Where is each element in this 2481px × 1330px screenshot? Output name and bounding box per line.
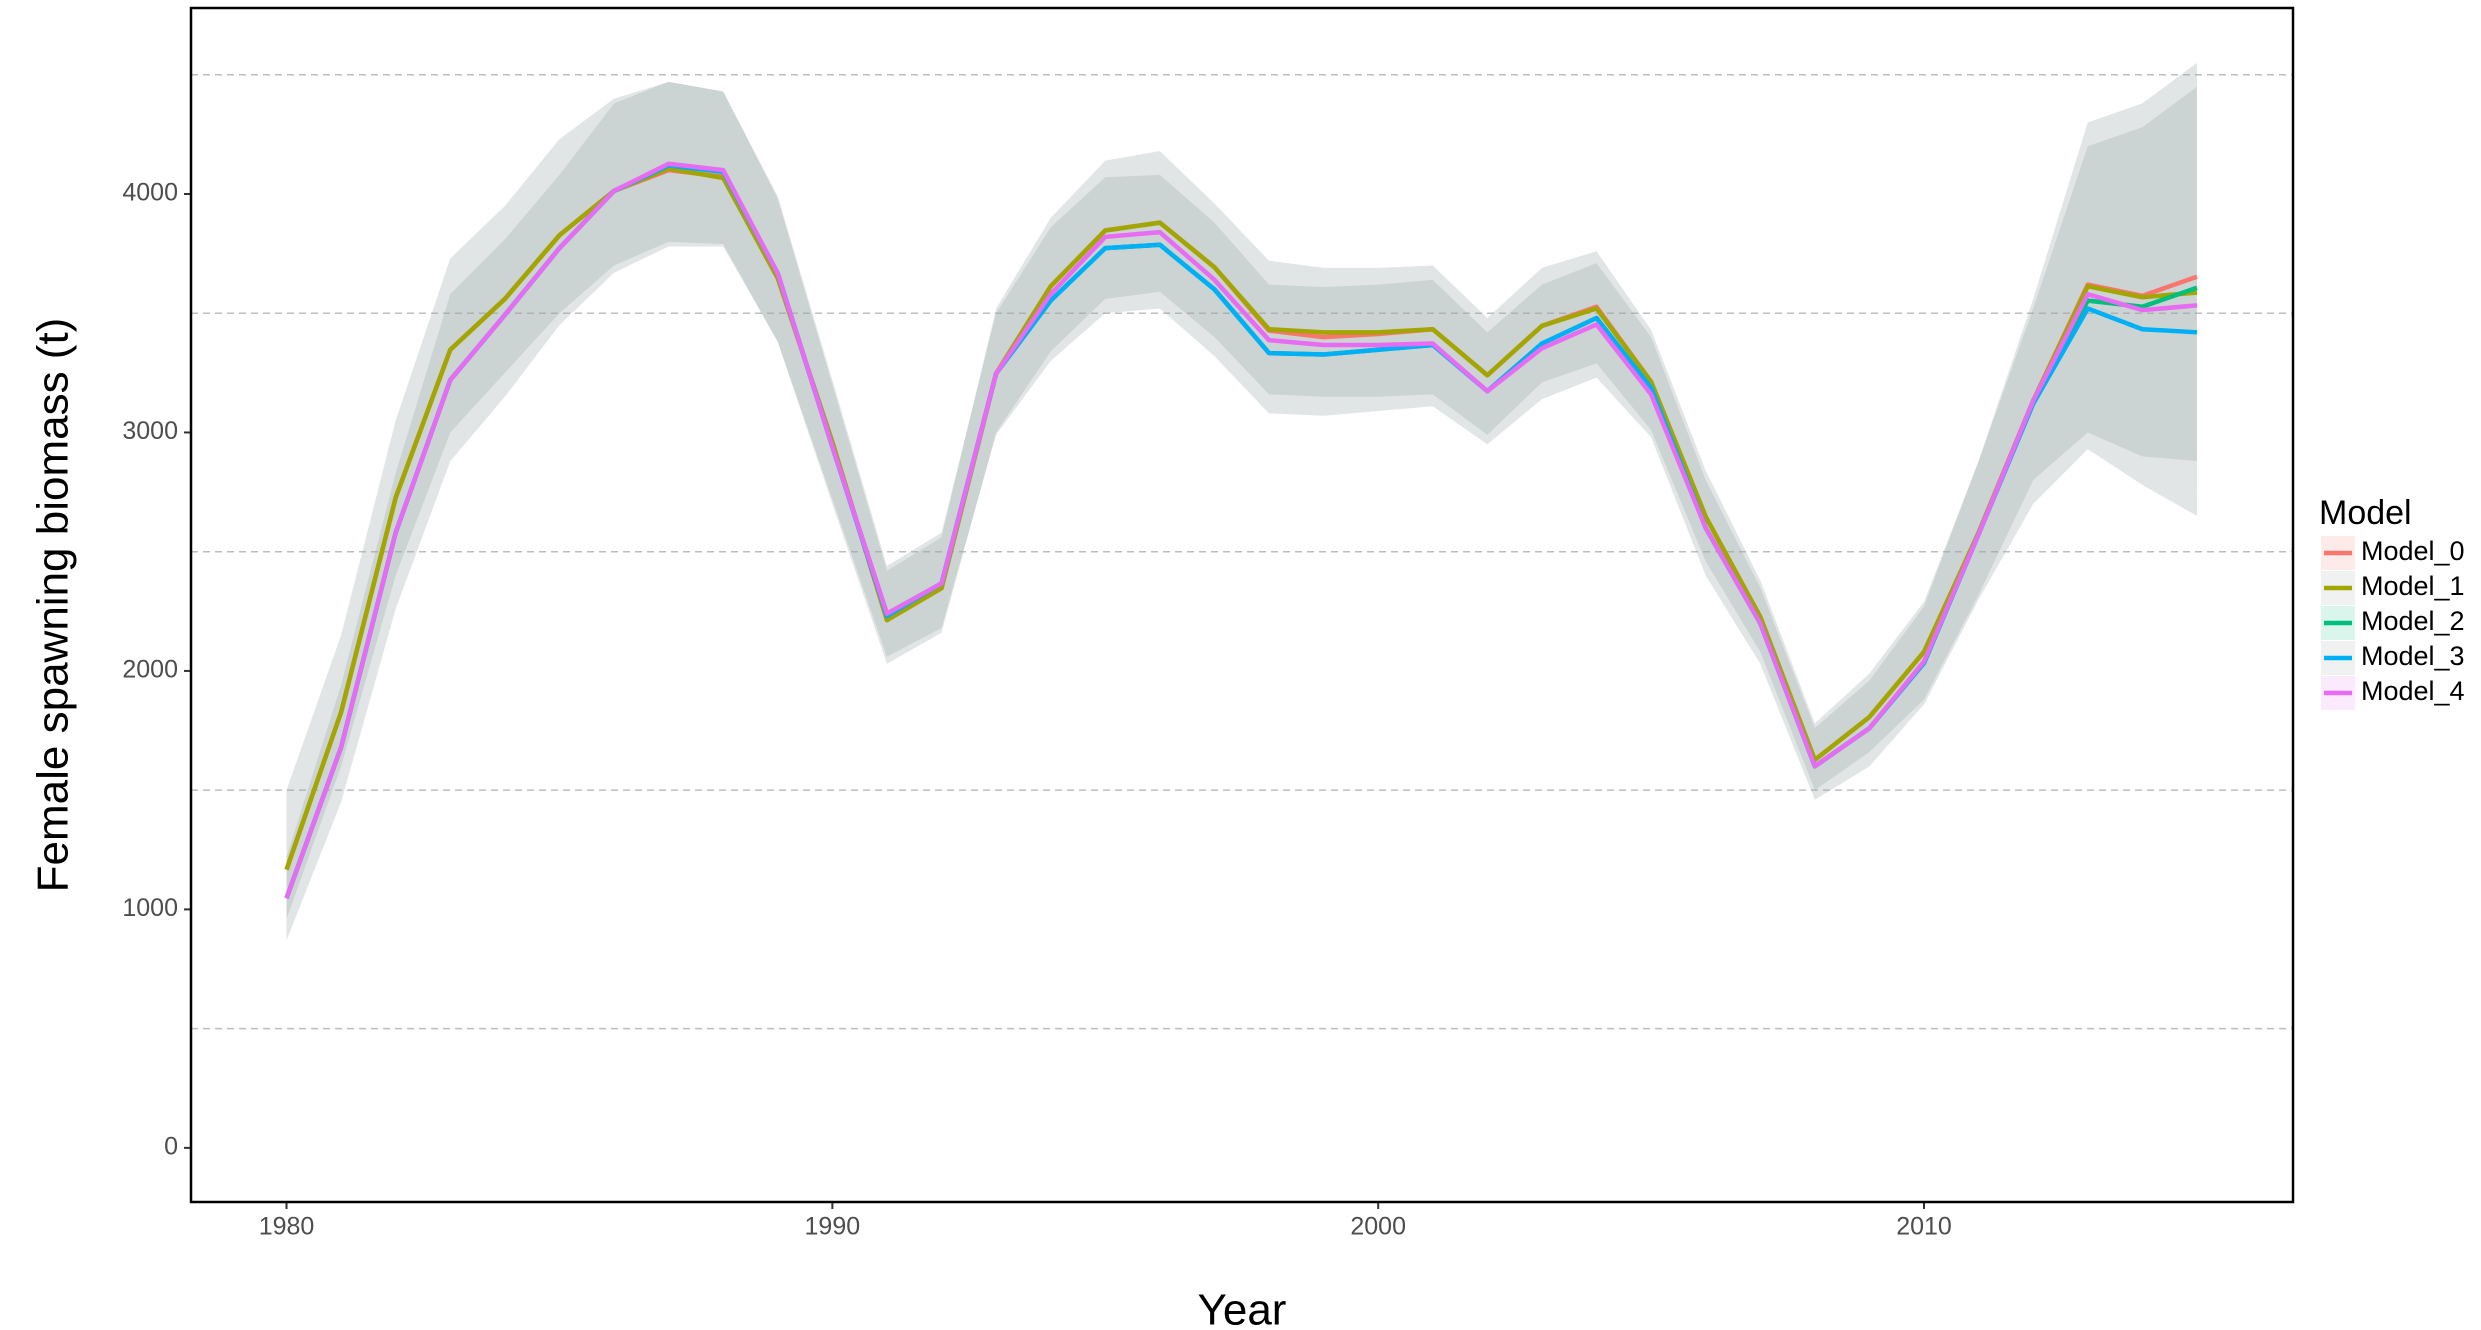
legend-label: Model_1 [2361,571,2465,601]
x-tick-label: 1990 [805,1213,861,1241]
legend-label: Model_3 [2361,641,2465,671]
y-tick-label: 1000 [122,894,178,922]
y-tick-label: 2000 [122,656,178,684]
legend-label: Model_2 [2361,606,2465,636]
confidence-band [286,62,2197,919]
y-tick-label: 4000 [122,179,178,207]
legend-title: Model [2319,494,2412,532]
x-tick-label: 2010 [1896,1213,1952,1241]
y-tick-label: 3000 [122,417,178,445]
confidence-band [286,81,2197,941]
series-line [284,161,2198,899]
legend-label: Model_0 [2361,536,2465,566]
x-tick-label: 2000 [1350,1213,1406,1241]
x-tick-label: 1980 [259,1213,315,1241]
y-axis-label: Female spawning biomass (t) [29,318,78,893]
x-axis-label: Year [1198,1286,1287,1330]
plot-border [189,6,2295,1204]
legend-label: Model_4 [2361,676,2465,706]
y-tick-label: 0 [164,1132,178,1160]
